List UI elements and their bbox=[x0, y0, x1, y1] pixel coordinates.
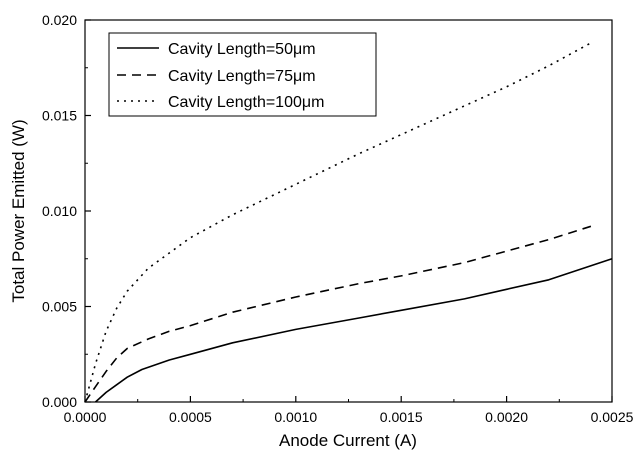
x-tick-label: 0.0000 bbox=[64, 409, 107, 425]
x-axis-title: Anode Current (A) bbox=[279, 431, 417, 450]
legend-label-series-1: Cavity Length=50μm bbox=[168, 41, 316, 58]
y-tick-label: 0.000 bbox=[42, 394, 77, 410]
y-tick-label: 0.015 bbox=[42, 108, 77, 124]
series-line-dashed bbox=[84, 225, 592, 403]
x-axis-ticks: 0.0000 0.0005 0.0010 0.0015 0.0020 0.0025 bbox=[64, 396, 634, 425]
series-layer bbox=[84, 42, 613, 403]
y-axis-ticks: 0.000 0.005 0.010 0.015 0.020 bbox=[42, 12, 91, 410]
y-tick-label: 0.005 bbox=[42, 299, 77, 315]
legend-label-series-3: Cavity Length=100μm bbox=[168, 94, 324, 111]
y-tick-label: 0.010 bbox=[42, 203, 77, 219]
series-line-solid bbox=[94, 258, 613, 403]
x-tick-label: 0.0005 bbox=[169, 409, 212, 425]
x-tick-label: 0.0020 bbox=[485, 409, 528, 425]
y-tick-label: 0.020 bbox=[42, 12, 77, 28]
legend-label-series-2: Cavity Length=75μm bbox=[168, 68, 316, 85]
x-tick-label: 0.0015 bbox=[380, 409, 423, 425]
legend: Cavity Length=50μm Cavity Length=75μm Ca… bbox=[108, 32, 377, 117]
y-axis-title: Total Power Emitted (W) bbox=[9, 119, 28, 302]
x-tick-label: 0.0010 bbox=[274, 409, 317, 425]
x-tick-label: 0.0025 bbox=[591, 409, 634, 425]
